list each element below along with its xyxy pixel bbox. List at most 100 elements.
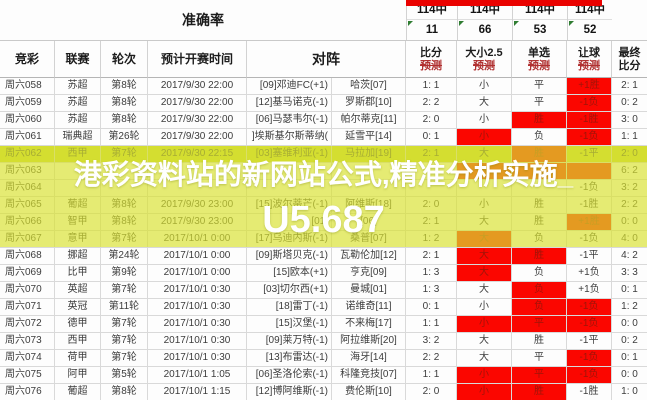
- pick-pred-cell: 胜: [512, 384, 567, 400]
- score-pred-cell: 3: 2: [406, 333, 457, 350]
- cell-flag-triangle-icon: [408, 21, 413, 26]
- round-cell: 第7轮: [101, 282, 148, 299]
- pick-pred-cell: 平: [512, 316, 567, 333]
- away-team-cell: 不来梅[17]: [332, 316, 406, 333]
- home-team-cell: [12]博阿维斯(-1): [247, 384, 332, 400]
- pick-pred-cell: 胜: [512, 112, 567, 129]
- overunder-pred-cell: 小: [457, 129, 512, 146]
- table-row: 周六061 瑞典超 第26轮 2017/9/30 22:00 ]埃斯基尔斯蒂纳(…: [0, 129, 647, 146]
- league-cell: 西甲: [55, 333, 101, 350]
- handicap-pred-cell: -1负: [567, 95, 612, 112]
- overunder-pred-cell: 大: [457, 248, 512, 265]
- away-team-cell: 曼城[01]: [332, 282, 406, 299]
- away-team-cell: 哈茨[07]: [332, 78, 406, 95]
- table-row: 周六058 苏超 第8轮 2017/9/30 22:00 [09]邓迪FC(+1…: [0, 78, 647, 95]
- stat-total: 114中: [407, 0, 457, 20]
- score-pred-cell: 2: 2: [406, 95, 457, 112]
- kickoff-time-cell: 2017/10/1 1:05: [148, 367, 247, 384]
- home-team-cell: ]埃斯基尔斯蒂纳(: [247, 129, 332, 146]
- stat-cell-pick: 114中 53: [512, 0, 567, 40]
- final-score-cell: 1: 2: [612, 299, 647, 316]
- handicap-pred-cell: -1平: [567, 333, 612, 350]
- home-team-cell: [09]斯塔贝克(-1): [247, 248, 332, 265]
- kickoff-time-cell: 2017/10/1 0:30: [148, 282, 247, 299]
- away-team-cell: 科隆竞技[07]: [332, 367, 406, 384]
- away-team-cell: 亨克[09]: [332, 265, 406, 282]
- overunder-pred-cell: 小: [457, 112, 512, 129]
- score-pred-cell: 0: 1: [406, 129, 457, 146]
- final-score-cell: 0: 2: [612, 95, 647, 112]
- stat-total: 114中: [458, 0, 512, 20]
- round-cell: 第8轮: [101, 384, 148, 400]
- stat-total: 114中: [513, 0, 567, 20]
- home-team-cell: [06]马瑟韦尔(-1): [247, 112, 332, 129]
- col-header-match: 竞彩: [0, 41, 55, 78]
- score-pred-cell: 1: 1: [406, 78, 457, 95]
- score-pred-cell: 2: 2: [406, 350, 457, 367]
- handicap-pred-cell: -1负: [567, 367, 612, 384]
- match-id-cell: 周六070: [0, 282, 55, 299]
- pick-pred-cell: 负: [512, 282, 567, 299]
- away-team-cell: 诺维奇[11]: [332, 299, 406, 316]
- stat-hit: 52: [583, 24, 597, 36]
- stat-cell-handicap: 114中 52: [567, 0, 612, 40]
- handicap-pred-cell: -1胜: [567, 384, 612, 400]
- league-cell: 阿甲: [55, 367, 101, 384]
- final-score-cell: 0: 0: [612, 367, 647, 384]
- final-score-cell: 0: 1: [612, 350, 647, 367]
- pick-pred-cell: 平: [512, 350, 567, 367]
- league-cell: 苏超: [55, 112, 101, 129]
- score-pred-cell: 0: 1: [406, 299, 457, 316]
- round-cell: 第26轮: [101, 129, 148, 146]
- kickoff-time-cell: 2017/10/1 0:30: [148, 350, 247, 367]
- pick-pred-cell: 负: [512, 265, 567, 282]
- round-cell: 第7轮: [101, 333, 148, 350]
- away-team-cell: 罗斯郡[10]: [332, 95, 406, 112]
- kickoff-time-cell: 2017/10/1 0:30: [148, 299, 247, 316]
- match-id-cell: 周六069: [0, 265, 55, 282]
- round-cell: 第8轮: [101, 78, 148, 95]
- score-pred-cell: 1: 1: [406, 316, 457, 333]
- home-team-cell: [15]汉堡(-1): [247, 316, 332, 333]
- watermark-overlay: 港彩资料站的新网站公式,精准分析实施_ U5.687: [0, 146, 647, 247]
- stat-total: 114中: [568, 0, 612, 20]
- round-cell: 第8轮: [101, 95, 148, 112]
- home-team-cell: [18]雷丁(-1): [247, 299, 332, 316]
- round-cell: 第24轮: [101, 248, 148, 265]
- final-score-cell: 4: 2: [612, 248, 647, 265]
- col-header-handicap-pred: 让球 预测: [567, 41, 612, 78]
- overunder-pred-cell: 小: [457, 78, 512, 95]
- top-red-bar: [406, 0, 602, 6]
- kickoff-time-cell: 2017/9/30 22:00: [148, 112, 247, 129]
- stat-hit: 11: [425, 24, 439, 36]
- home-team-cell: [03]切尔西(+1): [247, 282, 332, 299]
- home-team-cell: [12]基马诺克(-1): [247, 95, 332, 112]
- final-score-cell: 1: 0: [612, 384, 647, 400]
- kickoff-time-cell: 2017/9/30 22:00: [148, 78, 247, 95]
- table-row: 周六071 英冠 第11轮 2017/10/1 0:30 [18]雷丁(-1) …: [0, 299, 647, 316]
- league-cell: 瑞典超: [55, 129, 101, 146]
- match-id-cell: 周六061: [0, 129, 55, 146]
- score-pred-cell: 1: 3: [406, 265, 457, 282]
- watermark-line2: U5.687: [262, 198, 385, 241]
- home-team-cell: [09]莱万特(-1): [247, 333, 332, 350]
- col-header-pick-pred: 单选 预测: [512, 41, 567, 78]
- table-row: 周六076 葡超 第8轮 2017/10/1 1:15 [12]博阿维斯(-1)…: [0, 384, 647, 400]
- overunder-pred-cell: 小: [457, 299, 512, 316]
- score-pred-cell: 1: 1: [406, 367, 457, 384]
- overunder-pred-cell: 大: [457, 333, 512, 350]
- watermark-line1: 港彩资料站的新网站公式,精准分析实施_: [73, 158, 574, 190]
- handicap-pred-cell: -1平: [567, 248, 612, 265]
- round-cell: 第11轮: [101, 299, 148, 316]
- table-row: 周六075 阿甲 第5轮 2017/10/1 1:05 [06]圣洛伦索(-1)…: [0, 367, 647, 384]
- round-cell: 第9轮: [101, 265, 148, 282]
- stat-cell-overunder: 114中 66: [457, 0, 512, 40]
- home-team-cell: [09]邓迪FC(+1): [247, 78, 332, 95]
- col-header-time: 预计开赛时间: [148, 41, 247, 78]
- overunder-pred-cell: 小: [457, 384, 512, 400]
- kickoff-time-cell: 2017/9/30 22:00: [148, 129, 247, 146]
- round-cell: 第7轮: [101, 316, 148, 333]
- overunder-pred-cell: 小: [457, 316, 512, 333]
- score-pred-cell: 1: 3: [406, 282, 457, 299]
- col-header-league: 联赛: [55, 41, 101, 78]
